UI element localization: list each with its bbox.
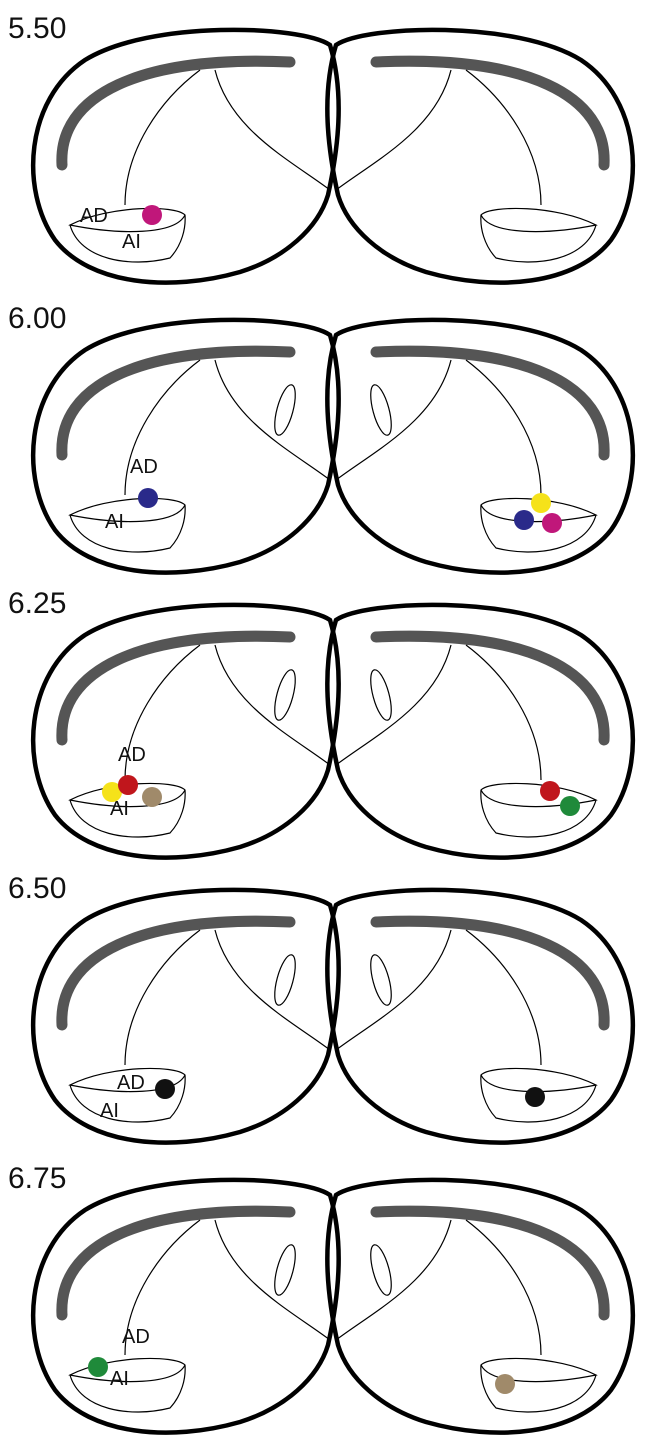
figure: 5.50ADAI6.00ADAI6.25ADAI6.50ADAI6.75ADAI: [0, 0, 646, 1436]
ventricle: [271, 383, 300, 437]
section-label: 6.50: [8, 872, 66, 905]
recording-site: [514, 510, 534, 530]
ventricle: [271, 953, 300, 1007]
label-ai: AI: [110, 1368, 129, 1390]
recording-site: [142, 205, 162, 225]
boundary: [125, 930, 330, 1065]
section: 6.00 AD AI: [8, 302, 633, 573]
label-ai: AI: [100, 1100, 119, 1122]
section-label: 6.75: [8, 1162, 66, 1195]
label-ai: AI: [105, 511, 124, 533]
corpus-callosum: [62, 351, 290, 455]
recording-site: [138, 488, 158, 508]
recording-site: [118, 775, 138, 795]
hemisphere: [327, 605, 633, 858]
section: 6.75 AD AI: [8, 1162, 633, 1433]
section-label: 6.00: [8, 302, 66, 335]
ventricle: [367, 383, 396, 437]
recording-site: [531, 493, 551, 513]
label-ai: AI: [122, 231, 141, 253]
recording-site: [142, 787, 162, 807]
label-ad: AD: [122, 1326, 150, 1348]
boundary: [336, 70, 541, 205]
ventricle: [367, 1243, 396, 1297]
region-ai: [481, 790, 596, 837]
region-ai: [70, 505, 185, 552]
recording-site: [88, 1357, 108, 1377]
section-label: 5.50: [8, 12, 66, 45]
region-ad: [70, 498, 185, 521]
boundary: [125, 70, 330, 205]
corpus-callosum: [376, 1211, 604, 1315]
region-ad: [481, 208, 596, 231]
region-ai: [481, 215, 596, 262]
label-ad: AD: [118, 744, 146, 766]
hemisphere: [33, 605, 339, 858]
corpus-callosum: [62, 636, 290, 740]
hemisphere: [327, 30, 633, 283]
corpus-callosum: [376, 636, 604, 740]
hemisphere: [33, 890, 339, 1143]
corpus-callosum: [376, 921, 604, 1025]
hemisphere: [327, 1180, 633, 1433]
boundary: [125, 1220, 330, 1355]
boundary: [336, 645, 541, 780]
label-ad: AD: [130, 456, 158, 478]
label-ad: AD: [80, 205, 108, 227]
ventricle: [367, 668, 396, 722]
hemisphere: [327, 320, 633, 573]
hemisphere: [33, 320, 339, 573]
section-label: 6.25: [8, 587, 66, 620]
label-ad: AD: [117, 1072, 145, 1094]
recording-site: [540, 781, 560, 801]
boundary: [125, 645, 330, 780]
hemisphere: [33, 1180, 339, 1433]
recording-site: [560, 796, 580, 816]
boundary: [336, 1220, 541, 1355]
corpus-callosum: [376, 351, 604, 455]
corpus-callosum: [376, 61, 604, 165]
hemisphere: [327, 890, 633, 1143]
boundary: [336, 930, 541, 1065]
hemisphere: [33, 30, 339, 283]
recording-site: [542, 513, 562, 533]
ventricle: [367, 953, 396, 1007]
section: 5.50 AD AI: [8, 12, 633, 283]
recording-site: [525, 1087, 545, 1107]
recording-site: [495, 1374, 515, 1394]
section: 6.50 AD AI: [8, 872, 633, 1143]
corpus-callosum: [62, 1211, 290, 1315]
recording-site: [155, 1079, 175, 1099]
boundary: [336, 360, 541, 495]
corpus-callosum: [62, 921, 290, 1025]
ventricle: [271, 1243, 300, 1297]
ventricle: [271, 668, 300, 722]
corpus-callosum: [62, 61, 290, 165]
